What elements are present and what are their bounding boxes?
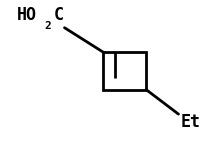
Text: HO: HO bbox=[17, 6, 37, 24]
Text: Et: Et bbox=[181, 113, 201, 131]
Text: 2: 2 bbox=[44, 21, 51, 31]
Text: C: C bbox=[54, 6, 64, 24]
